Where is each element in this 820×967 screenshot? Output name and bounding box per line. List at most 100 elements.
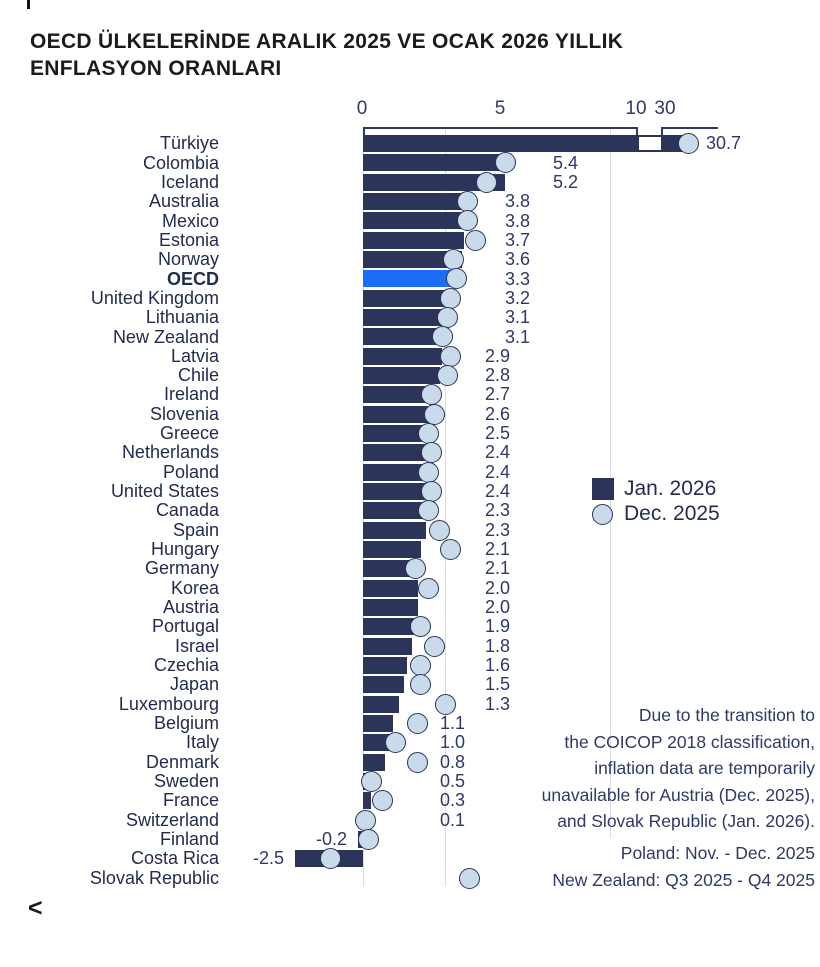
jan-bar [363, 270, 454, 288]
dec-circle [355, 809, 377, 831]
note-line: Due to the transition to [638, 705, 815, 725]
jan-bar [363, 656, 407, 674]
country-label: Colombia [142, 152, 219, 173]
chart-notes: Due to the transition to the COICOP 2018 … [415, 702, 815, 835]
dec-circle [423, 403, 445, 425]
country-label: Slovak Republic [89, 867, 219, 888]
axis-tick-label: 0 [356, 98, 368, 119]
country-label: Czechia [153, 655, 219, 676]
country-label: Costa Rica [130, 848, 219, 869]
jan-bar [363, 250, 462, 268]
value-label: 2.3 [485, 500, 511, 521]
dec-circle [410, 655, 432, 676]
dec-circle [437, 365, 459, 387]
value-label: 3.8 [505, 210, 531, 231]
jan-bar [363, 173, 506, 191]
jan-bar [363, 540, 421, 558]
country-label: Slovenia [149, 403, 219, 424]
legend-jan-square [592, 478, 614, 500]
value-label: 2.0 [485, 577, 511, 598]
jan-bar [363, 792, 372, 810]
country-label: Ireland [163, 384, 219, 405]
dec-circle [421, 442, 442, 464]
jan-bar [363, 598, 418, 616]
dec-circle [494, 152, 516, 174]
value-label: 2.1 [485, 539, 511, 560]
note-line: the COICOP 2018 classification, [564, 731, 815, 752]
value-label: 0.3 [440, 790, 466, 811]
value-label: 2.0 [485, 597, 511, 618]
country-label: Italy [185, 732, 219, 753]
back-chevron[interactable]: < [28, 894, 43, 922]
value-label: 5.2 [553, 171, 579, 192]
value-label: 3.6 [505, 249, 531, 270]
jan-bar [363, 347, 443, 365]
jan-bar [363, 521, 427, 539]
dec-circle [475, 171, 497, 193]
country-label: Estonia [158, 229, 219, 250]
jan-bar [363, 231, 465, 249]
dec-circle [407, 751, 429, 773]
dec-circle [442, 249, 464, 271]
country-label: Latvia [170, 345, 219, 366]
country-label: OECD [166, 268, 219, 289]
country-label: Poland [162, 461, 219, 482]
dec-circle [421, 481, 442, 503]
dec-circle [440, 345, 462, 367]
axis-bracket-tick [661, 127, 663, 136]
jan-bar [363, 444, 429, 462]
footnote-line: Poland: Nov. - Dec. 2025 [620, 843, 815, 863]
country-label: United Kingdom [90, 287, 219, 308]
country-label: Denmark [145, 751, 219, 772]
value-label: 2.1 [485, 558, 511, 579]
country-label: Switzerland [125, 809, 219, 830]
value-label: 0.8 [440, 751, 466, 772]
value-label: 3.8 [505, 191, 531, 212]
value-label: 5.4 [553, 152, 579, 173]
dec-circle [440, 287, 462, 309]
jan-bar [363, 405, 435, 423]
country-label: Canada [155, 500, 219, 521]
axis-tick-label: 30 [654, 98, 676, 119]
value-label: 2.8 [485, 365, 511, 386]
dec-circle [360, 770, 382, 792]
page-title: OECD ÜLKELERİNDE ARALIK 2025 VE OCAK 202… [30, 28, 770, 82]
country-label: Finland [159, 829, 219, 850]
dec-circle [418, 500, 440, 522]
dec-circle [429, 519, 451, 541]
value-label: 2.5 [485, 423, 511, 444]
jan-bar [363, 463, 429, 481]
value-label: 1.0 [440, 732, 466, 753]
country-label: Mexico [161, 210, 219, 231]
axis-bracket-tick [636, 127, 638, 136]
dec-circle [418, 423, 440, 445]
jan-bar [363, 386, 437, 404]
jan-bar [363, 734, 391, 752]
dec-circle [459, 867, 481, 889]
value-label: -0.2 [315, 829, 347, 850]
note-line: inflation data are temporarily [594, 758, 815, 778]
value-label: 3.1 [505, 307, 531, 328]
country-label: United States [110, 481, 219, 502]
dec-circle [445, 268, 467, 290]
country-label: Türkiye [159, 133, 219, 154]
dec-circle [357, 828, 379, 850]
jan-bar [363, 695, 399, 713]
country-label: Hungary [150, 539, 219, 560]
jan-bar [363, 192, 468, 210]
jan-bar [363, 308, 448, 326]
value-label: 3.3 [505, 268, 531, 289]
jan-bar [363, 579, 418, 597]
vertical-gridline [445, 127, 446, 886]
legend-label: Jan. 2026 [624, 477, 717, 500]
country-label: Netherlands [121, 442, 219, 463]
value-label: 1.6 [485, 655, 511, 676]
value-label: 1.8 [485, 635, 511, 656]
country-label: Spain [172, 519, 219, 540]
dec-circle [677, 133, 699, 155]
jan-bar [363, 212, 468, 230]
jan-bar [363, 753, 385, 771]
jan-bar [363, 502, 427, 520]
